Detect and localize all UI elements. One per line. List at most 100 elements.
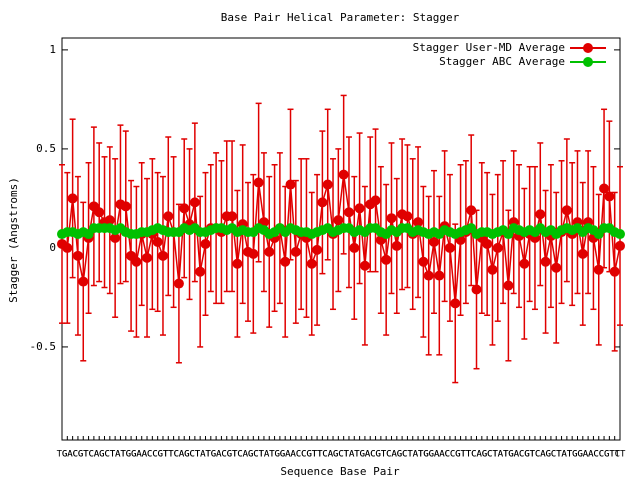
point (551, 262, 562, 273)
x-tick-label: AC (67, 450, 78, 460)
point (200, 238, 211, 249)
x-tick-label: GC (482, 450, 493, 460)
x-tick-label: TC (168, 450, 179, 460)
point (94, 207, 105, 218)
x-tick-label: AG (328, 450, 339, 460)
point (232, 258, 243, 269)
point (179, 203, 190, 214)
x-tick-label: TC (83, 450, 94, 460)
point (152, 236, 163, 247)
point (609, 266, 620, 277)
x-tick-label: AC (290, 450, 301, 460)
x-tick-label: CT (615, 450, 626, 460)
x-tick-label: GG (126, 450, 137, 460)
x-tick-label: CG (221, 450, 232, 460)
x-tick-label: GA (577, 450, 588, 460)
x-tick-label: GA (280, 450, 291, 460)
x-tick-label: TA (344, 450, 355, 460)
y-tick-label: 1 (49, 43, 56, 56)
point (423, 270, 434, 281)
point (413, 217, 424, 228)
x-tick-label: CC (445, 450, 456, 460)
point (120, 201, 131, 212)
point (492, 242, 503, 253)
x-tick-label: AC (142, 450, 153, 460)
point (450, 298, 461, 309)
point (535, 209, 546, 220)
point (264, 246, 275, 257)
x-tick-label: AC (365, 450, 376, 460)
chart-title: Base Pair Helical Parameter: Stagger (221, 11, 460, 24)
point (322, 179, 333, 190)
x-tick-label: CC (296, 450, 307, 460)
x-tick-label: TC (381, 450, 392, 460)
point (503, 280, 514, 291)
x-tick-label: GA (131, 450, 142, 460)
point (253, 177, 264, 188)
point (429, 236, 439, 247)
point (370, 195, 381, 206)
y-tick-label: -0.5 (30, 340, 57, 353)
x-tick-label: AA (434, 450, 445, 460)
point (131, 256, 142, 267)
point (391, 240, 402, 251)
x-tick-label: GA (62, 450, 73, 460)
legend-marker (583, 43, 593, 53)
x-tick-label: CA (535, 450, 546, 460)
x-tick-label: AG (476, 450, 487, 460)
x-tick-label: CG (73, 450, 84, 460)
point (386, 213, 397, 224)
point (67, 193, 78, 204)
x-tick-label: GT (455, 450, 466, 460)
x-tick-label: TG (567, 450, 578, 460)
x-tick-label: CA (88, 450, 99, 460)
y-tick-label: 0.5 (36, 142, 56, 155)
x-tick-label: TC (530, 450, 541, 460)
x-tick-label: CT (189, 450, 200, 460)
point (195, 266, 206, 277)
point (577, 248, 588, 259)
x-tick-label: AG (243, 450, 254, 460)
x-tick-label: GA (359, 450, 370, 460)
x-tick-label: CG (519, 450, 530, 460)
x-tick-label: AT (498, 450, 509, 460)
x-tick-label: GG (572, 450, 583, 460)
x-tick-label: GG (274, 450, 285, 460)
x-tick-label: AG (540, 450, 551, 460)
x-tick-label: TG (418, 450, 429, 460)
point (471, 284, 482, 295)
x-tick-label: GA (429, 450, 440, 460)
x-tick-label: TA (407, 450, 418, 460)
point (312, 244, 323, 255)
x-tick-label: GT (78, 450, 89, 460)
point (343, 207, 354, 218)
x-tick-label: TT (312, 450, 323, 460)
point (519, 258, 530, 269)
x-tick-label: GT (524, 450, 535, 460)
x-tick-label: GT (227, 450, 238, 460)
x-tick-label: TA (195, 450, 206, 460)
point (604, 191, 615, 202)
x-tick-label: TA (492, 450, 503, 460)
x-tick-label: AA (285, 450, 296, 460)
point (62, 242, 73, 253)
point (381, 254, 392, 265)
point (333, 215, 344, 226)
point (402, 211, 413, 222)
x-tick-label: CT (338, 450, 349, 460)
x-tick-label: GT (306, 450, 317, 460)
x-tick-label: AT (200, 450, 211, 460)
point (349, 242, 360, 253)
point (72, 250, 83, 261)
x-tick-label: TT (163, 450, 174, 460)
x-tick-label: AC (514, 450, 525, 460)
x-tick-label: CG (450, 450, 461, 460)
point (599, 183, 610, 194)
x-tick-label: TC (232, 450, 243, 460)
point (482, 238, 493, 249)
x-tick-label: TA (556, 450, 567, 460)
point (540, 256, 551, 267)
x-tick-label: TG (354, 450, 365, 460)
point (227, 211, 238, 222)
point (306, 258, 317, 269)
